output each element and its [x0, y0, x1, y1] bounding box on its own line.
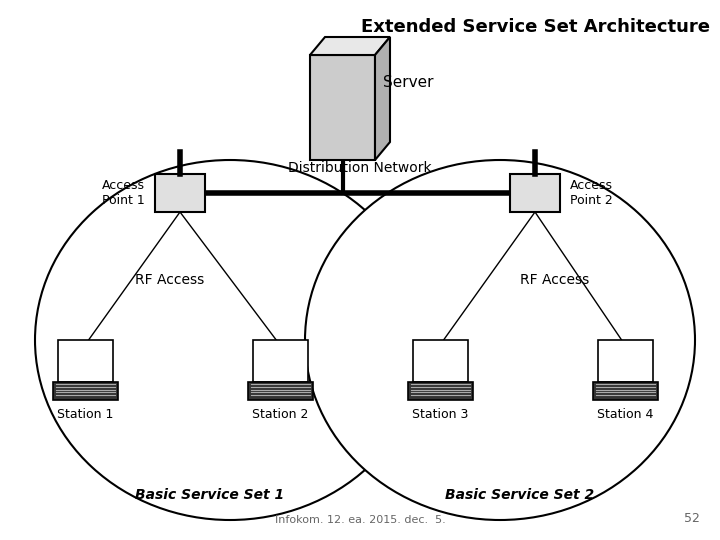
- Text: Access
Point 1: Access Point 1: [102, 179, 145, 207]
- Text: Extended Service Set Architecture: Extended Service Set Architecture: [361, 18, 710, 36]
- FancyBboxPatch shape: [598, 340, 652, 382]
- FancyBboxPatch shape: [53, 382, 117, 400]
- Polygon shape: [375, 37, 390, 160]
- Text: Distribution Network: Distribution Network: [288, 161, 432, 175]
- FancyBboxPatch shape: [413, 340, 467, 382]
- FancyBboxPatch shape: [248, 382, 312, 400]
- Text: Station 3: Station 3: [412, 408, 468, 421]
- Text: Station 4: Station 4: [597, 408, 653, 421]
- FancyBboxPatch shape: [310, 55, 375, 160]
- Text: Basic Service Set 2: Basic Service Set 2: [446, 488, 595, 502]
- FancyBboxPatch shape: [510, 174, 560, 212]
- Text: Infokom. 12. ea. 2015. dec.  5.: Infokom. 12. ea. 2015. dec. 5.: [274, 515, 446, 525]
- Text: Access
Point 2: Access Point 2: [570, 179, 613, 207]
- Text: RF Access: RF Access: [521, 273, 590, 287]
- Text: 52: 52: [684, 512, 700, 525]
- Polygon shape: [310, 37, 390, 55]
- Text: RF Access: RF Access: [135, 273, 204, 287]
- FancyBboxPatch shape: [593, 382, 657, 400]
- Ellipse shape: [305, 160, 695, 520]
- Text: Basic Service Set 1: Basic Service Set 1: [135, 488, 284, 502]
- Ellipse shape: [35, 160, 425, 520]
- Text: Station 2: Station 2: [252, 408, 308, 421]
- FancyBboxPatch shape: [253, 340, 307, 382]
- Text: Server: Server: [383, 75, 433, 90]
- FancyBboxPatch shape: [408, 382, 472, 400]
- FancyBboxPatch shape: [58, 340, 112, 382]
- Text: Station 1: Station 1: [57, 408, 113, 421]
- FancyBboxPatch shape: [155, 174, 205, 212]
